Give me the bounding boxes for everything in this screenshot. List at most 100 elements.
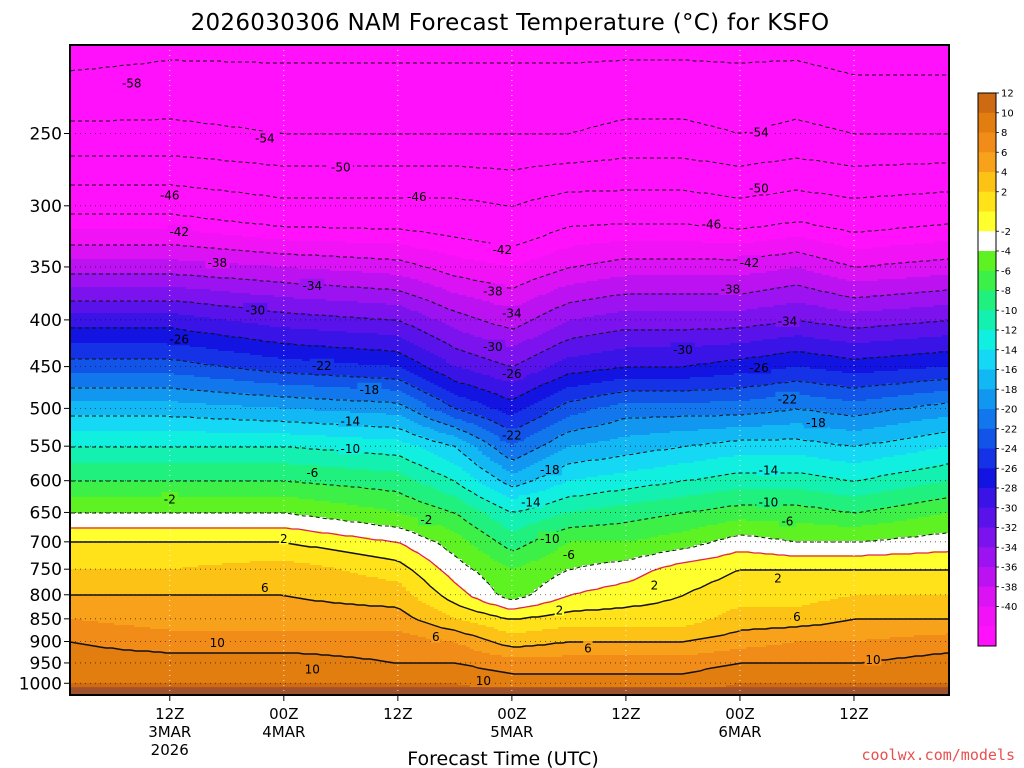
- temperature-fill-cell: [602, 333, 607, 352]
- temperature-fill-cell: [618, 45, 623, 242]
- temperature-fill-cell: [354, 377, 359, 390]
- temperature-fill-cell: [406, 383, 411, 396]
- temperature-fill-cell: [586, 525, 591, 542]
- temperature-fill-cell: [614, 607, 619, 628]
- temperature-fill-cell: [262, 251, 267, 266]
- temperature-fill-cell: [454, 293, 459, 312]
- temperature-fill-cell: [94, 645, 99, 684]
- temperature-fill-cell: [206, 631, 211, 654]
- temperature-fill-cell: [322, 285, 327, 300]
- temperature-fill-cell: [718, 651, 723, 668]
- temperature-fill-cell: [378, 525, 383, 540]
- temperature-fill-cell: [450, 553, 455, 580]
- temperature-fill-cell: [762, 413, 767, 426]
- temperature-fill-cell: [778, 337, 783, 354]
- temperature-fill-cell: [94, 327, 99, 344]
- temperature-fill-cell: [382, 661, 387, 684]
- temperature-fill-cell: [514, 413, 519, 430]
- temperature-fill-cell: [514, 531, 519, 550]
- temperature-fill-cell: [478, 403, 483, 416]
- temperature-fill-cell: [386, 511, 391, 526]
- temperature-fill-cell: [550, 657, 555, 674]
- temperature-fill-cell: [142, 287, 147, 302]
- temperature-fill-cell: [438, 287, 443, 306]
- temperature-fill-cell: [490, 421, 495, 434]
- temperature-fill-cell: [238, 447, 243, 464]
- temperature-fill-cell: [682, 241, 687, 260]
- temperature-fill-cell: [150, 481, 155, 498]
- temperature-fill-cell: [234, 45, 239, 236]
- temperature-fill-cell: [110, 481, 115, 498]
- temperature-fill-cell: [734, 521, 739, 536]
- temperature-fill-cell: [574, 445, 579, 464]
- temperature-fill-cell: [386, 525, 391, 542]
- temperature-fill-cell: [650, 241, 655, 260]
- temperature-fill-cell: [122, 387, 127, 402]
- temperature-fill-cell: [546, 535, 551, 556]
- temperature-fill-cell: [618, 561, 623, 584]
- temperature-fill-cell: [570, 415, 575, 432]
- temperature-fill-cell: [398, 527, 403, 544]
- temperature-fill-cell: [610, 241, 615, 262]
- temperature-fill-cell: [290, 283, 295, 298]
- temperature-fill-cell: [258, 309, 263, 326]
- temperature-fill-cell: [438, 339, 443, 358]
- temperature-fill-cell: [590, 627, 595, 642]
- temperature-fill-cell: [106, 463, 111, 482]
- temperature-fill-cell: [422, 349, 427, 366]
- temperature-fill-cell: [466, 353, 471, 370]
- temperature-fill-cell: [622, 627, 627, 642]
- temperature-fill-cell: [150, 497, 155, 514]
- temperature-fill-cell: [566, 513, 571, 528]
- temperature-fill-cell: [558, 405, 563, 422]
- temperature-fill-cell: [650, 451, 655, 470]
- temperature-fill-cell: [70, 245, 75, 260]
- temperature-fill-cell: [702, 243, 707, 260]
- temperature-fill-cell: [150, 45, 155, 230]
- temperature-fill-cell: [322, 387, 327, 400]
- temperature-fill-cell: [622, 391, 627, 404]
- temperature-fill-cell: [758, 473, 763, 490]
- temperature-fill-cell: [598, 383, 603, 396]
- temperature-fill-cell: [286, 373, 291, 386]
- temperature-fill-cell: [234, 353, 239, 368]
- temperature-fill-cell: [382, 243, 387, 260]
- temperature-fill-cell: [502, 527, 507, 548]
- temperature-fill-cell: [82, 447, 87, 464]
- temperature-fill-cell: [338, 485, 343, 504]
- temperature-fill-cell: [658, 379, 663, 392]
- temperature-fill-cell: [122, 415, 127, 432]
- temperature-fill-cell: [206, 653, 211, 684]
- temperature-fill-cell: [378, 557, 383, 580]
- temperature-fill-cell: [734, 373, 739, 388]
- temperature-fill-cell: [230, 277, 235, 294]
- temperature-fill-cell: [494, 561, 499, 594]
- temperature-fill-cell: [78, 569, 83, 596]
- temperature-fill-cell: [650, 259, 655, 276]
- temperature-fill-cell: [434, 441, 439, 456]
- temperature-fill-cell: [510, 531, 515, 552]
- temperature-fill-cell: [310, 483, 315, 500]
- temperature-fill-cell: [614, 259, 619, 278]
- temperature-fill-cell: [582, 479, 587, 496]
- temperature-fill-cell: [210, 565, 215, 596]
- temperature-fill-cell: [230, 563, 235, 596]
- temperature-fill-cell: [202, 317, 207, 334]
- temperature-fill-cell: [226, 367, 231, 380]
- temperature-fill-cell: [750, 473, 755, 490]
- temperature-fill-cell: [702, 377, 707, 390]
- temperature-fill-cell: [422, 415, 427, 428]
- temperature-fill-cell: [122, 463, 127, 482]
- temperature-fill-cell: [606, 297, 611, 314]
- temperature-fill-cell: [362, 287, 367, 304]
- temperature-fill-cell: [754, 553, 759, 570]
- temperature-fill-cell: [786, 237, 791, 254]
- temperature-fill-cell: [718, 389, 723, 402]
- temperature-fill-cell: [566, 303, 571, 322]
- temperature-fill-cell: [110, 497, 115, 514]
- temperature-fill-cell: [714, 329, 719, 346]
- temperature-fill-cell: [182, 431, 187, 448]
- temperature-fill-cell: [754, 439, 759, 456]
- temperature-fill-cell: [418, 483, 423, 502]
- temperature-fill-cell: [198, 347, 203, 364]
